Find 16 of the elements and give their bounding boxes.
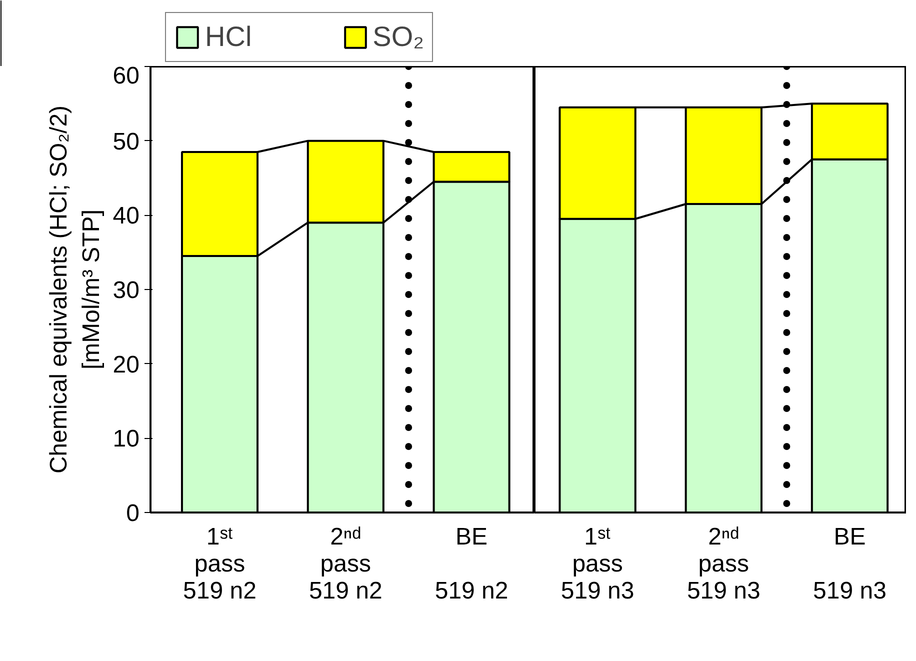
- x-tick-label: 1ˢᵗ pass 519 n3: [560, 524, 634, 604]
- x-tick-label: BE 519 n2: [434, 524, 508, 604]
- legend-label: SO₂: [372, 21, 424, 53]
- y-tick-label: 0: [126, 500, 140, 527]
- y-tick-label: 20: [112, 351, 140, 378]
- y-tick-label: 50: [112, 128, 140, 156]
- x-tick-label: 2ⁿᵈ pass 519 n2: [308, 524, 382, 604]
- y-tick-label: 40: [112, 202, 140, 230]
- x-tick-label: BE 519 n3: [813, 524, 886, 604]
- x-tick-label: 2ⁿᵈ pass 519 n3: [686, 524, 760, 604]
- y-axis-title: Chemical equivalents (HCl; SO₂/2) [mMol/m³ STP]: [45, 105, 105, 474]
- x-tick-label: 1ˢᵗ pass 519 n2: [183, 524, 256, 604]
- legend-label: HCl: [205, 21, 252, 53]
- y-tick-label: 60: [112, 62, 140, 90]
- y-tick-label: 10: [112, 426, 140, 453]
- y-tick-label: 30: [112, 277, 140, 304]
